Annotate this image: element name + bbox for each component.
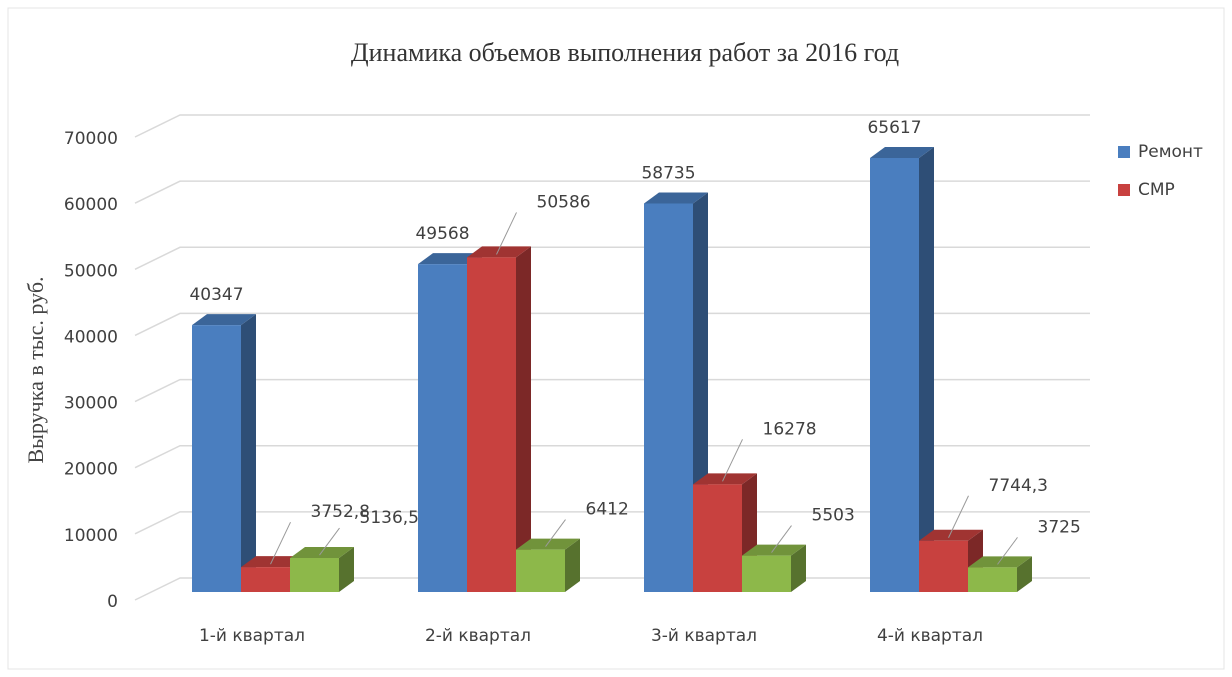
bar-face	[565, 538, 580, 592]
bar-face	[290, 547, 354, 559]
grid-line	[134, 444, 1090, 469]
x-tick-label: 3-й квартал	[651, 626, 757, 646]
grid-line	[134, 180, 1090, 204]
data-label: 49568	[415, 224, 469, 244]
bar-face	[516, 549, 565, 592]
bar-face	[516, 538, 580, 550]
leader-line	[545, 519, 566, 547]
data-label: 58735	[641, 164, 695, 184]
y-tick-label: 50000	[64, 261, 118, 281]
bar-face	[241, 567, 290, 592]
bar-face	[418, 253, 482, 265]
bar-face	[968, 567, 1017, 592]
bar-face	[742, 555, 791, 592]
bar-face	[290, 558, 339, 592]
bar-face	[644, 203, 693, 592]
leader-line	[270, 521, 291, 565]
data-label: 7744,3	[989, 476, 1048, 496]
bar-face	[192, 314, 256, 326]
bar-face	[870, 157, 919, 592]
x-tick-label: 2-й квартал	[425, 626, 531, 646]
bar-face	[968, 556, 1032, 568]
y-tick-label: 70000	[64, 129, 118, 149]
y-tick-label: 30000	[64, 394, 118, 414]
y-tick-label: 0	[107, 592, 118, 612]
data-label: 40347	[189, 285, 243, 305]
legend-label: СМР	[1138, 180, 1175, 200]
bar-face	[516, 246, 531, 593]
bar-face	[919, 529, 983, 541]
bar-face	[339, 547, 354, 592]
bar-face	[791, 544, 806, 592]
legend-label: Ремонт	[1138, 142, 1203, 162]
bar-face	[241, 556, 305, 568]
bar-face	[467, 257, 516, 592]
leader-line	[496, 212, 517, 255]
bar	[742, 544, 806, 592]
grid-line	[134, 378, 1090, 403]
bar-face	[644, 192, 708, 204]
x-tick-label: 4-й квартал	[877, 626, 983, 646]
grid-line	[134, 312, 1090, 337]
bar-face	[241, 314, 256, 592]
bar-face	[418, 264, 467, 592]
chart-title: Динамика объемов выполнения работ за 201…	[351, 38, 899, 67]
y-tick-label: 20000	[64, 460, 118, 480]
bar	[516, 538, 580, 592]
leader-line	[997, 537, 1018, 565]
y-tick-label: 40000	[64, 327, 118, 347]
bar-face	[693, 484, 742, 592]
grid-line	[134, 246, 1090, 270]
bar	[968, 556, 1032, 592]
y-axis-label: Выручка в тыс. руб.	[23, 276, 48, 463]
bar-face	[742, 544, 806, 556]
bar-face	[192, 325, 241, 592]
data-label: 16278	[763, 419, 817, 439]
y-tick-label: 60000	[64, 195, 118, 215]
bar	[192, 314, 256, 592]
data-label: 50586	[537, 192, 591, 212]
bar	[467, 246, 531, 593]
data-label: 5503	[812, 506, 855, 526]
legend-swatch	[1118, 184, 1130, 196]
data-label: 6412	[586, 500, 629, 520]
bar	[870, 146, 934, 592]
leader-line	[319, 527, 340, 556]
leader-line	[948, 495, 969, 538]
bar-face	[919, 540, 968, 592]
leader-line	[771, 525, 792, 553]
data-label: 5136,5	[360, 508, 419, 528]
data-label: 3725	[1038, 517, 1081, 537]
grid-line	[134, 511, 1090, 535]
bar-face	[870, 146, 934, 158]
data-label: 3752,8	[311, 502, 370, 522]
grid-line	[134, 114, 1090, 138]
y-tick-label: 10000	[64, 526, 118, 546]
bar-face	[1017, 556, 1032, 592]
x-tick-label: 1-й квартал	[199, 626, 305, 646]
data-label: 65617	[867, 118, 921, 138]
bar	[693, 473, 757, 592]
bar-face	[693, 473, 757, 485]
bar-face	[467, 246, 531, 258]
chart-frame	[7, 7, 1225, 670]
bar-face	[919, 146, 934, 592]
bar	[290, 547, 354, 592]
leader-line	[722, 439, 743, 482]
legend-swatch	[1118, 146, 1130, 158]
